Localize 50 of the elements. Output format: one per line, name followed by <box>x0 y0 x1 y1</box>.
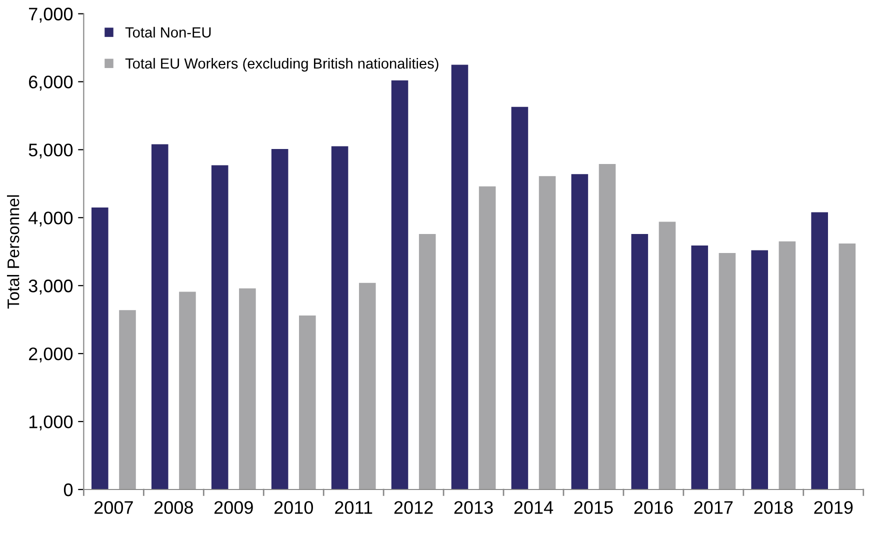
bar <box>179 292 196 490</box>
bar <box>571 174 588 490</box>
bar <box>418 234 436 490</box>
x-tick-label: 2007 <box>94 501 133 514</box>
bar <box>631 234 648 490</box>
bar <box>91 207 108 490</box>
bar <box>511 106 528 490</box>
x-tick-label: 2017 <box>694 501 733 514</box>
bar <box>478 186 496 490</box>
x-tick-label: 2013 <box>454 501 493 514</box>
bar <box>691 246 708 490</box>
bar <box>271 149 288 490</box>
bar <box>778 241 796 490</box>
bar <box>658 222 676 490</box>
x-tick-label: 2012 <box>394 501 433 514</box>
y-axis-title: Total Personnel <box>7 195 20 309</box>
x-tick-label: 2014 <box>514 501 554 514</box>
y-tick-label: 0 <box>64 483 73 496</box>
bar <box>331 146 348 490</box>
bar <box>538 176 556 490</box>
legend-label: Total EU Workers (excluding British nationalities) <box>125 58 438 72</box>
x-tick-label: 2015 <box>574 501 613 514</box>
y-tick-label: 1,000 <box>29 415 73 430</box>
bar <box>299 316 316 490</box>
y-tick-label: 5,000 <box>28 144 73 159</box>
bar <box>151 144 168 490</box>
x-tick-label: 2010 <box>274 501 313 514</box>
x-tick-label: 2008 <box>154 501 193 514</box>
bar <box>838 243 856 490</box>
x-tick-label: 2016 <box>634 501 673 514</box>
bar <box>211 165 228 490</box>
y-tick-label: 2,000 <box>29 348 73 362</box>
bar <box>358 282 376 490</box>
bar <box>598 164 616 490</box>
x-tick-label: 2018 <box>754 501 793 514</box>
bar <box>391 80 408 490</box>
bar <box>239 288 256 490</box>
y-tick-label: 6,000 <box>29 76 73 91</box>
bar <box>718 252 736 490</box>
x-tick-label: 2019 <box>814 501 853 514</box>
x-tick-label: 2009 <box>214 501 253 514</box>
y-tick-label: 4,000 <box>28 212 73 226</box>
bar <box>751 250 768 490</box>
y-tick-label: 7,000 <box>29 8 73 23</box>
legend-label: Total Non-EU <box>125 26 211 38</box>
y-tick-label: 3,000 <box>28 280 73 294</box>
x-tick-label: 2011 <box>335 501 372 514</box>
bar <box>119 310 136 490</box>
bar <box>451 64 468 490</box>
bar <box>811 212 828 490</box>
